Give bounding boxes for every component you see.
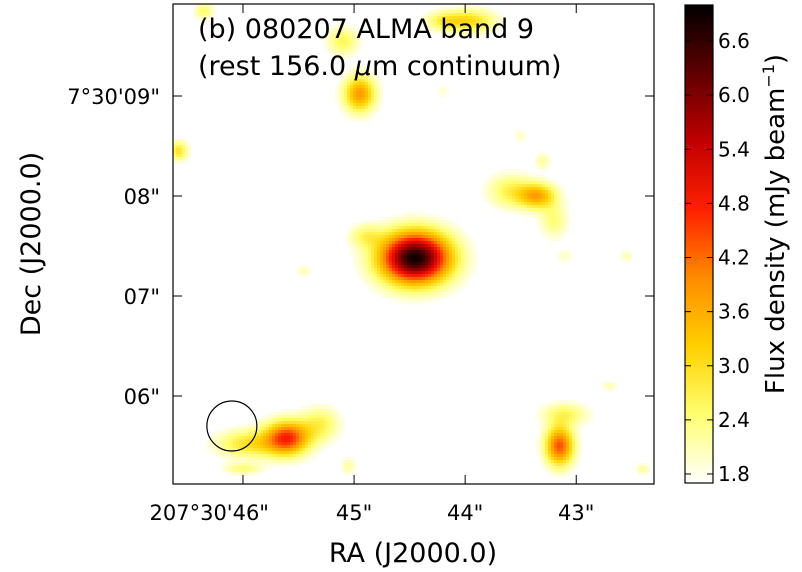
colorbar-label: Flux density (mJy beam−1) [759,54,791,394]
x-tick-label: 207°30'46" [150,501,269,525]
colorbar-tick-label: 3.0 [718,354,750,378]
x-tick-label: 44" [447,501,483,525]
y-tick-label: 06" [124,385,160,409]
colorbar-tick-label: 1.8 [718,462,750,486]
flux-heatmap [173,4,651,479]
chart-title-line1: (b) 080207 ALMA band 9 [198,14,534,45]
colorbar-tick-label: 6.6 [718,29,750,53]
colorbar [684,4,714,484]
x-axis-ticks: 207°30'46" 45" 44" 43" [150,4,594,525]
x-tick-label: 45" [336,501,372,525]
colorbar-ticks: 1.8 2.4 3.0 3.6 4.2 4.8 5.4 6.0 6.6 [685,29,750,486]
colorbar-tick-label: 4.8 [718,191,750,215]
plot-frame [172,3,655,485]
y-tick-label: 08" [124,185,160,209]
colorbar-tick-label: 5.4 [718,137,750,161]
colorbar-tick-label: 4.2 [718,246,750,270]
colorbar-tick-label: 3.6 [718,300,750,324]
chart-title-line2: (rest 156.0 μm continuum) [198,51,562,82]
x-axis-label: RA (J2000.0) [329,538,497,569]
colorbar-tick-label: 6.0 [718,83,750,107]
y-tick-label: 7°30'09" [67,85,160,109]
x-tick-label: 43" [558,501,594,525]
y-axis-label: Dec (J2000.0) [16,152,47,336]
colorbar-tick-label: 2.4 [718,408,750,432]
beam-ellipse [206,400,258,452]
y-tick-label: 07" [124,285,160,309]
y-axis-ticks: 7°30'09" 08" 07" 06" [67,85,654,409]
